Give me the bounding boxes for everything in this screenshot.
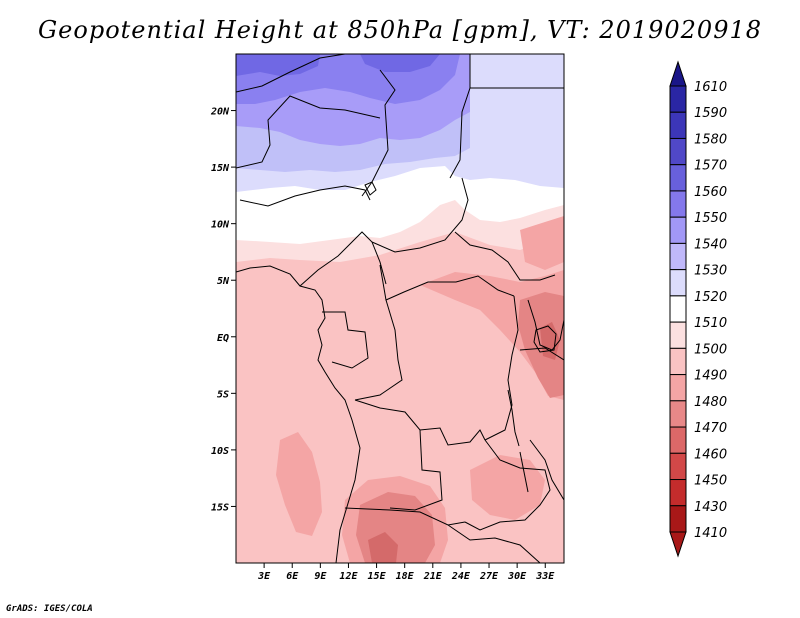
colorbar-label-1480: 1480 xyxy=(694,395,727,410)
lon-tick-label-2: 9E xyxy=(314,571,327,582)
contour-1560-b xyxy=(360,54,440,72)
border-niger-chad xyxy=(361,69,396,197)
border-zambia-tanzania xyxy=(464,439,551,531)
colorbar-segment-2 xyxy=(669,137,687,166)
border-mozambique xyxy=(529,439,564,501)
colorbar-label-1500: 1500 xyxy=(694,342,727,357)
colorbar-segment-0 xyxy=(669,85,687,113)
lon-tick-label-6: 21E xyxy=(423,571,443,582)
lon-tick-label-3: 12E xyxy=(339,571,358,582)
colorbar-label-1410: 1410 xyxy=(694,526,727,541)
colorbar-label-1550: 1550 xyxy=(694,211,727,226)
chart-title: Geopotential Height at 850hPa [gpm], VT:… xyxy=(38,16,762,44)
colorbar-label-1460: 1460 xyxy=(694,447,727,462)
lon-tick-label-7: 24E xyxy=(451,571,471,582)
lon-tick-label-5: 18E xyxy=(396,571,415,582)
lon-tick-label-8: 27E xyxy=(479,571,499,582)
lon-tick-label-9: 30E xyxy=(507,571,527,582)
lake-victoria xyxy=(533,325,557,353)
coastline-west-africa xyxy=(236,265,361,563)
lon-tick-label-4: 15E xyxy=(368,571,387,582)
colorbar-label-1450: 1450 xyxy=(694,474,727,489)
colorbar-segment-14 xyxy=(669,452,687,481)
colorbar-top-arrow xyxy=(669,60,687,87)
lon-tick-label-10: 33E xyxy=(535,571,555,582)
border-nigeria-cameroon xyxy=(299,231,387,287)
contour-fill-layer xyxy=(236,54,564,563)
contour-1560 xyxy=(236,54,320,76)
lat-tick-label-6: 10S xyxy=(211,446,229,457)
border-sudan-southsudan xyxy=(454,231,556,281)
colorbar-segment-15 xyxy=(669,479,687,507)
lat-tick-label-2: 10N xyxy=(211,220,230,231)
lat-tick-label-7: 15S xyxy=(211,502,229,513)
border-libya-egypt xyxy=(449,54,471,179)
latitude-axis: 20N 15N 10N 5N EQ 5S 10S 15S xyxy=(210,107,236,513)
contour-1460-south xyxy=(368,532,398,563)
lon-tick-label-1: 6E xyxy=(286,571,299,582)
colorbar-segment-4 xyxy=(669,190,687,218)
border-angola-zambia xyxy=(389,429,443,511)
colorbar-label-1580: 1580 xyxy=(694,132,727,147)
lat-tick-label-0: 20N xyxy=(210,107,230,118)
colorbar-segment-12 xyxy=(669,400,687,428)
colorbar-segment-6 xyxy=(669,242,687,271)
colorbar-segment-16 xyxy=(669,505,687,533)
border-congo-drc xyxy=(354,299,403,401)
footer-credit: GrADS: IGES/COLA xyxy=(6,604,93,614)
contour-1460-east xyxy=(540,322,560,360)
colorbar-label-1510: 1510 xyxy=(694,316,727,331)
lat-tick-label-1: 15N xyxy=(211,163,230,174)
lake-tanganyika xyxy=(507,389,520,447)
map-frame xyxy=(235,53,565,564)
border-niger-nigeria xyxy=(239,185,371,207)
colorbar-segment-3 xyxy=(669,164,687,192)
border-namibia xyxy=(344,507,466,526)
border-botswana xyxy=(447,524,541,563)
colorbar-segment-5 xyxy=(669,216,687,244)
lat-tick-label-4: EQ xyxy=(217,333,229,344)
contour-1480-southeast xyxy=(470,455,545,520)
border-algeria-libya xyxy=(236,54,346,93)
border-chad-car xyxy=(371,177,469,253)
lake-malawi xyxy=(519,451,529,493)
lon-tick-label-0: 3E xyxy=(257,571,271,582)
contour-1480-southwest xyxy=(276,432,322,536)
colorbar-segment-8 xyxy=(669,295,687,323)
colorbar-label-1610: 1610 xyxy=(694,80,727,95)
contour-1480-ethiopia xyxy=(520,216,564,270)
colorbar-label-1560: 1560 xyxy=(694,185,727,200)
colorbar-label-1590: 1590 xyxy=(694,106,727,121)
colorbar-segment-10 xyxy=(669,347,687,376)
colorbar-segment-11 xyxy=(669,374,687,402)
border-tanzania xyxy=(519,347,564,361)
colorbar-label-1570: 1570 xyxy=(694,159,727,174)
lat-tick-label-3: 5N xyxy=(217,276,230,287)
colorbar-segment-1 xyxy=(669,111,687,139)
colorbar-label-1520: 1520 xyxy=(694,290,727,305)
colorbar-label-1540: 1540 xyxy=(694,237,727,252)
border-mali-niger xyxy=(236,95,381,169)
colorbar-bottom-arrow xyxy=(669,531,687,558)
border-kenya-uganda xyxy=(527,299,564,351)
colorbar-label-1430: 1430 xyxy=(694,500,727,515)
colorbar: 1610 1590 1580 1570 1560 1550 1540 1530 1520 1510… xyxy=(669,60,727,558)
border-car-drc xyxy=(379,264,515,301)
colorbar-label-1470: 1470 xyxy=(694,421,727,436)
lake-chad xyxy=(364,181,377,196)
country-borders xyxy=(236,54,564,563)
border-gabon-congo xyxy=(322,311,369,369)
colorbar-segment-13 xyxy=(669,426,687,454)
colorbar-segment-7 xyxy=(669,269,687,297)
colorbar-segment-9 xyxy=(669,321,687,349)
lat-tick-label-5: 5S xyxy=(217,389,229,400)
colorbar-label-1490: 1490 xyxy=(694,369,727,384)
border-drc-angola xyxy=(354,399,486,446)
colorbar-label-1530: 1530 xyxy=(694,264,727,279)
border-drc-east xyxy=(484,295,519,441)
longitude-axis: 3E 6E 9E 12E 15E 18E 21E 24E 27E 30E 33E xyxy=(257,563,555,582)
